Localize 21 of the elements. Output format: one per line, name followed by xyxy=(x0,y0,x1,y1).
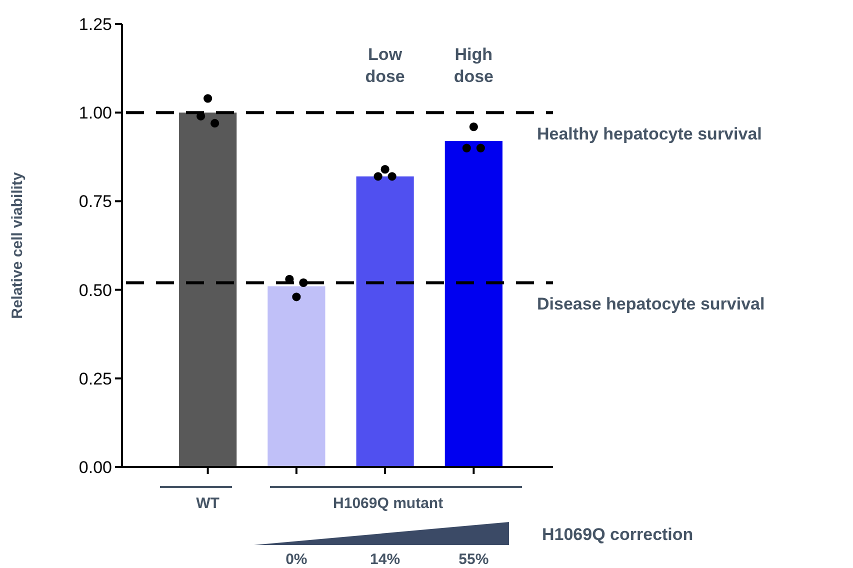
y-tick-label: 0.50 xyxy=(78,280,112,300)
ref-line-label: Disease hepatocyte survival xyxy=(537,294,765,314)
bar xyxy=(179,112,237,467)
text: 55% xyxy=(458,551,489,568)
y-tick-label: 0.00 xyxy=(78,458,112,477)
ref-line-label: Healthy hepatocyte survival xyxy=(537,124,762,144)
y-tick-label: 0.75 xyxy=(78,192,112,212)
y-tick-label: 1.25 xyxy=(78,14,112,34)
y-axis-title: Relative cell viability xyxy=(9,171,26,319)
bar xyxy=(444,140,502,467)
text: H1069Q correction xyxy=(542,525,694,544)
text: 14% xyxy=(370,551,400,568)
text: WT xyxy=(196,495,220,512)
y-tick-label: 1.00 xyxy=(78,104,112,123)
bar xyxy=(356,176,414,467)
y-tick-label: 0.25 xyxy=(78,369,112,388)
bar xyxy=(268,286,326,467)
text: 0% xyxy=(286,551,308,568)
text: H1069Q mutant xyxy=(333,495,444,512)
annotation: High dose xyxy=(454,45,494,86)
annotation: Low dose xyxy=(365,45,405,86)
